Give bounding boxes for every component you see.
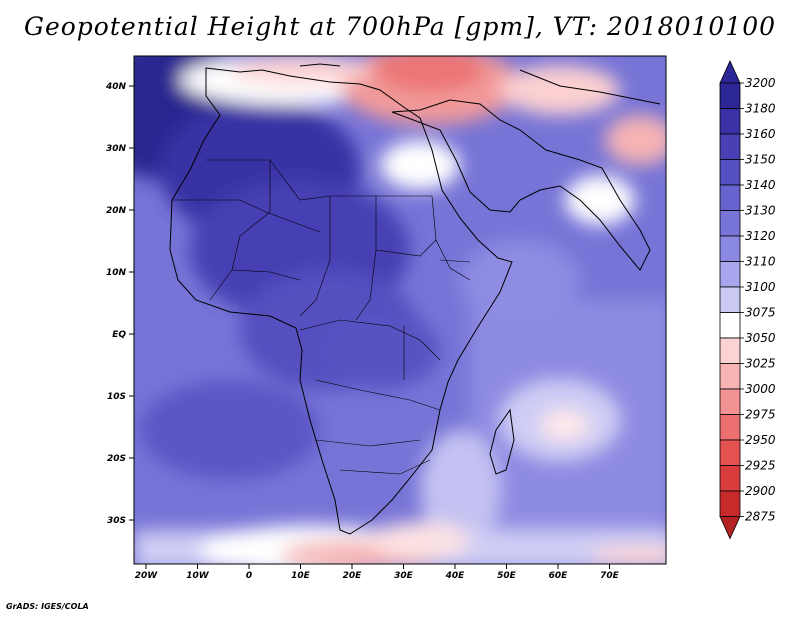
colorbar-swatch: [720, 109, 740, 135]
colorbar-top-arrow: [720, 61, 740, 83]
longitude-axis: 20W 10W 0 10E 20E 30E 40E 50E 60E 70E: [135, 564, 620, 581]
colorbar-swatch: [720, 338, 740, 364]
colorbar-swatch: [720, 83, 740, 109]
map-plot-area: [80, 40, 690, 575]
colorbar-label: 3110: [745, 255, 776, 269]
colorbar-swatch: [720, 491, 740, 517]
colorbar-swatch: [720, 415, 740, 441]
colorbar-swatch: [720, 211, 740, 237]
colorbar-label: 2975: [745, 408, 776, 422]
lat-tick-label: 30S: [107, 516, 126, 526]
colorbar-label: 3130: [745, 204, 776, 218]
colorbar-label: 3100: [745, 280, 776, 294]
colorbar-label: 3140: [745, 178, 776, 192]
colorbar-swatch: [720, 364, 740, 390]
colorbar: 3200 3180 3160 3150 3140 3130 3120 3110 3100 3075…: [720, 61, 776, 539]
map-figure: 20W 10W 0 10E 20E 30E 40E 50E 60E 70E 40N 30N 20N 10…: [0, 0, 800, 618]
colorbar-swatch: [720, 236, 740, 262]
colorbar-swatch: [720, 313, 740, 339]
lon-tick-label: 50E: [497, 571, 517, 581]
colorbar-label: 3075: [745, 306, 776, 320]
colorbar-swatch: [720, 440, 740, 466]
colorbar-swatch: [720, 466, 740, 492]
lon-tick-label: 60E: [549, 571, 569, 581]
colorbar-swatch: [720, 134, 740, 160]
lon-tick-label: 70E: [600, 571, 620, 581]
colorbar-label: 2900: [745, 484, 776, 498]
lon-tick-label: 10W: [186, 571, 210, 581]
lat-tick-label: EQ: [112, 330, 126, 340]
colorbar-label: 3180: [745, 102, 776, 116]
colorbar-bottom-arrow: [720, 517, 740, 539]
colorbar-label: 3120: [745, 229, 776, 243]
lon-tick-label: 0: [246, 571, 252, 581]
colorbar-label: 2875: [745, 510, 776, 524]
lon-tick-label: 30E: [394, 571, 414, 581]
lat-tick-label: 10N: [106, 268, 127, 278]
colorbar-swatch: [720, 389, 740, 415]
lat-tick-label: 10S: [107, 392, 126, 402]
colorbar-label: 3000: [745, 382, 776, 396]
lon-tick-label: 10E: [291, 571, 311, 581]
colorbar-swatch: [720, 287, 740, 313]
lon-tick-label: 20E: [343, 571, 363, 581]
lon-tick-label: 20W: [135, 571, 159, 581]
lat-tick-label: 20S: [107, 454, 126, 464]
colorbar-label: 2925: [745, 459, 776, 473]
lat-tick-label: 30N: [106, 144, 127, 154]
lat-tick-label: 20N: [106, 206, 127, 216]
colorbar-label: 2950: [745, 433, 776, 447]
colorbar-swatch: [720, 160, 740, 186]
colorbar-label: 3025: [745, 357, 776, 371]
latitude-axis: 40N 30N 20N 10N EQ 10S 20S 30S: [105, 82, 134, 526]
colorbar-label: 3150: [745, 153, 776, 167]
credit-label: GrADS: IGES/COLA: [6, 602, 89, 611]
colorbar-swatch: [720, 262, 740, 288]
colorbar-swatch: [720, 185, 740, 211]
colorbar-label: 3050: [745, 331, 776, 345]
lon-tick-label: 40E: [445, 571, 466, 581]
lat-tick-label: 40N: [105, 82, 127, 92]
colorbar-label: 3200: [745, 76, 776, 90]
colorbar-label: 3160: [745, 127, 776, 141]
